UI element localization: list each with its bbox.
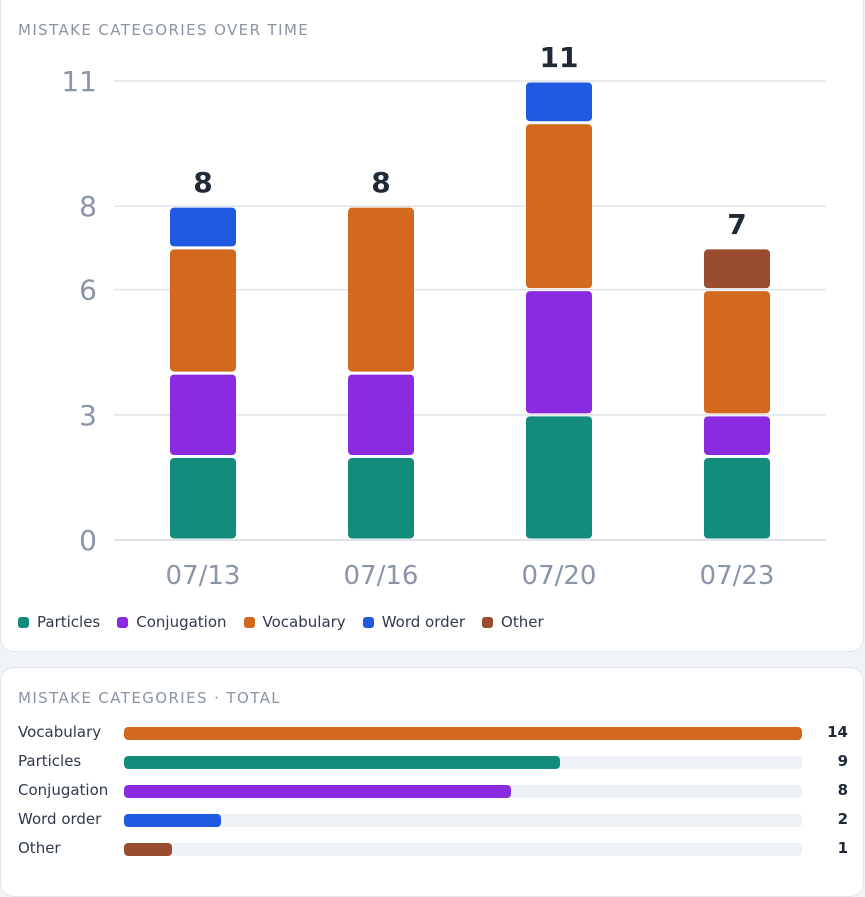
bar-segment-other [704,249,770,289]
legend-item: Conjugation [117,613,227,631]
legend-label: Vocabulary [262,613,346,631]
legend-swatch [362,616,374,628]
total-bar-label: Word order [18,810,102,828]
total-bar-fill [124,843,173,856]
bar-segment-particles [526,416,592,539]
total-bar-row: Vocabulary 14 [1,722,865,744]
total-bar-label: Vocabulary [18,723,102,741]
total-bar-track [124,814,802,827]
stacked-bar-chart: 0 3 6 8 11 8 07/13 8 07/16 11 07/20 7 07/23 [61,41,826,591]
totals-title: MISTAKE CATEGORIES · TOTAL [18,689,282,707]
total-bar-value: 14 [827,723,848,741]
total-bar-fill [124,814,221,827]
total-bar-label: Particles [18,752,82,770]
legend-item: Particles [18,613,100,631]
totals-card: MISTAKE CATEGORIES · TOTAL Vocabulary 14 P… [0,667,864,897]
bar-segment-conjugation [526,291,592,414]
total-bar-value: 9 [837,752,848,770]
bar-total-label: 8 [193,166,212,199]
legend-label: Word order [381,613,466,631]
legend-label: Conjugation [136,613,227,631]
legend-item: Word order [362,613,466,631]
y-tick-label: 8 [79,190,97,223]
bar-segment-word-order [170,207,236,247]
bar-segment-conjugation [348,374,414,456]
total-bar-row: Word order 2 [1,809,865,831]
legend-item: Vocabulary [243,613,346,631]
legend-swatch [482,616,494,628]
bar-segment-vocabulary [526,124,592,289]
total-bar-row: Particles 9 [1,751,865,773]
total-bar-track [124,785,802,798]
total-bar-track [124,727,802,740]
chart-legend: Particles Conjugation Vocabulary Word order… [18,613,561,631]
bar-segment-vocabulary [170,249,236,372]
x-tick-label: 07/23 [700,561,775,591]
chart-title: MISTAKE CATEGORIES OVER TIME [18,21,310,39]
bar-segment-conjugation [704,416,770,456]
bar-segment-vocabulary [704,291,770,414]
y-tick-label: 0 [79,524,97,557]
legend-label: Particles [37,613,101,631]
bar-segment-vocabulary [348,207,414,372]
total-bar-row: Conjugation 8 [1,780,865,802]
total-bar-label: Conjugation [18,781,109,799]
total-bar-value: 8 [837,781,848,799]
total-bar-fill [124,756,560,769]
x-tick-label: 07/13 [166,561,241,591]
stacked-chart-card: 0 3 6 8 11 8 07/13 8 07/16 11 07/20 7 07/23 MISTAKE … [0,0,864,652]
x-tick-label: 07/16 [344,561,419,591]
y-tick-label: 11 [61,65,97,98]
legend-item: Other [482,613,544,631]
bar-total-label: 8 [371,166,390,199]
total-bar-fill [124,727,802,740]
bar-segment-particles [348,458,414,539]
bar-segment-particles [704,458,770,539]
total-bar-value: 2 [837,810,848,828]
total-bar-track [124,843,802,856]
legend-swatch [117,616,129,628]
total-bar-track [124,756,802,769]
legend-swatch [18,616,29,628]
total-bar-row: Other 1 [1,838,865,860]
y-tick-label: 6 [79,274,97,307]
x-tick-label: 07/20 [522,561,597,591]
bar-segment-word-order [526,82,592,122]
legend-label: Other [501,613,544,631]
bar-segment-conjugation [170,374,236,456]
bar-segment-particles [170,458,236,539]
y-tick-label: 3 [79,399,97,432]
total-bar-fill [124,785,512,798]
total-bar-value: 1 [837,839,848,857]
legend-swatch [243,616,255,628]
bar-total-label: 7 [727,208,746,241]
bar-total-label: 11 [540,41,579,74]
total-bar-label: Other [18,839,61,857]
